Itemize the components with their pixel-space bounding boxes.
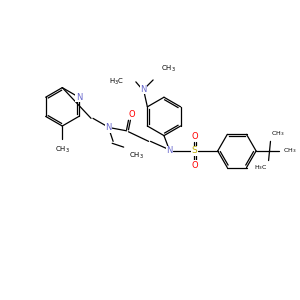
Text: N: N [76, 93, 82, 102]
Text: O: O [191, 161, 198, 170]
Text: CH$_3$: CH$_3$ [283, 146, 296, 155]
Text: N: N [167, 146, 173, 155]
Text: O: O [191, 132, 198, 141]
Text: CH$_3$: CH$_3$ [129, 151, 144, 161]
Text: H$_3$C: H$_3$C [254, 164, 268, 172]
Text: CH$_3$: CH$_3$ [272, 130, 285, 139]
Text: N: N [105, 123, 112, 132]
Text: CH$_3$: CH$_3$ [55, 145, 70, 155]
Text: N: N [140, 85, 147, 94]
Text: S: S [192, 146, 198, 155]
Text: H$_3$C: H$_3$C [109, 77, 124, 87]
Text: CH$_3$: CH$_3$ [161, 64, 176, 74]
Text: O: O [128, 110, 135, 119]
